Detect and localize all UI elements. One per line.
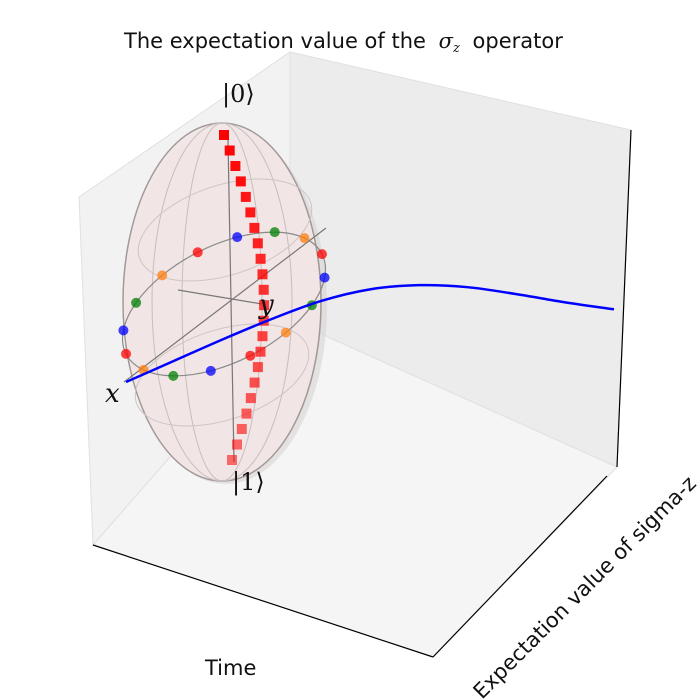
parallel-1 [137,178,313,282]
equator-point [157,270,168,281]
equator-point [317,249,327,260]
trajectory-square [245,393,256,404]
trajectory-square [241,408,252,419]
trajectory-square [249,222,260,233]
bloch-x-axis [123,227,327,383]
x-axis-line [92,544,434,658]
equator-point [192,247,203,258]
sphere-body [122,122,322,482]
trajectory-square [258,284,269,295]
trajectory-square [252,238,263,249]
trajectory-square [235,176,246,187]
equator-point [131,297,142,308]
trajectory-square [257,269,268,280]
ket-one-label: |1⟩ [232,468,265,497]
trajectory-square [224,145,235,156]
ket-zero-label: |0⟩ [222,80,255,109]
z-axis-line [616,129,632,468]
trajectory-square [259,300,270,311]
chart-title: The expectation value of the σz operator [123,29,563,57]
x-axis-label: Time [204,656,256,680]
trajectory-square [255,346,266,357]
trajectory-square [236,424,247,434]
y-axis-line [432,475,608,658]
series-line-sigma-z [125,283,615,384]
trajectory-square [258,315,269,326]
equator-point [232,232,243,243]
equator-point [168,370,179,381]
equator-point [299,233,310,244]
trajectory-square [255,253,266,264]
trajectory-square [227,455,237,465]
trajectory-square [249,377,260,388]
equator-point [280,327,291,338]
equator-point [121,348,131,359]
equator-point [118,325,129,336]
trajectory-square [245,207,256,218]
bloch-sphere [118,122,330,484]
equator-points [118,227,330,381]
trajectory-square [232,439,242,450]
trajectory-square [252,362,263,373]
trajectory-square [219,130,229,140]
red-trajectory [219,130,270,465]
equator-point [269,227,280,238]
equator-point [245,350,256,361]
trajectory-square [230,161,241,171]
equator-point [205,365,216,376]
bloch-x-label: x [105,379,120,409]
parallel-2 [134,323,310,427]
equator-point [319,272,330,283]
bloch-y-axis [177,289,263,305]
trajectory-square [240,191,251,202]
bloch-y-label: y [258,290,274,320]
trajectory-square [257,331,268,342]
